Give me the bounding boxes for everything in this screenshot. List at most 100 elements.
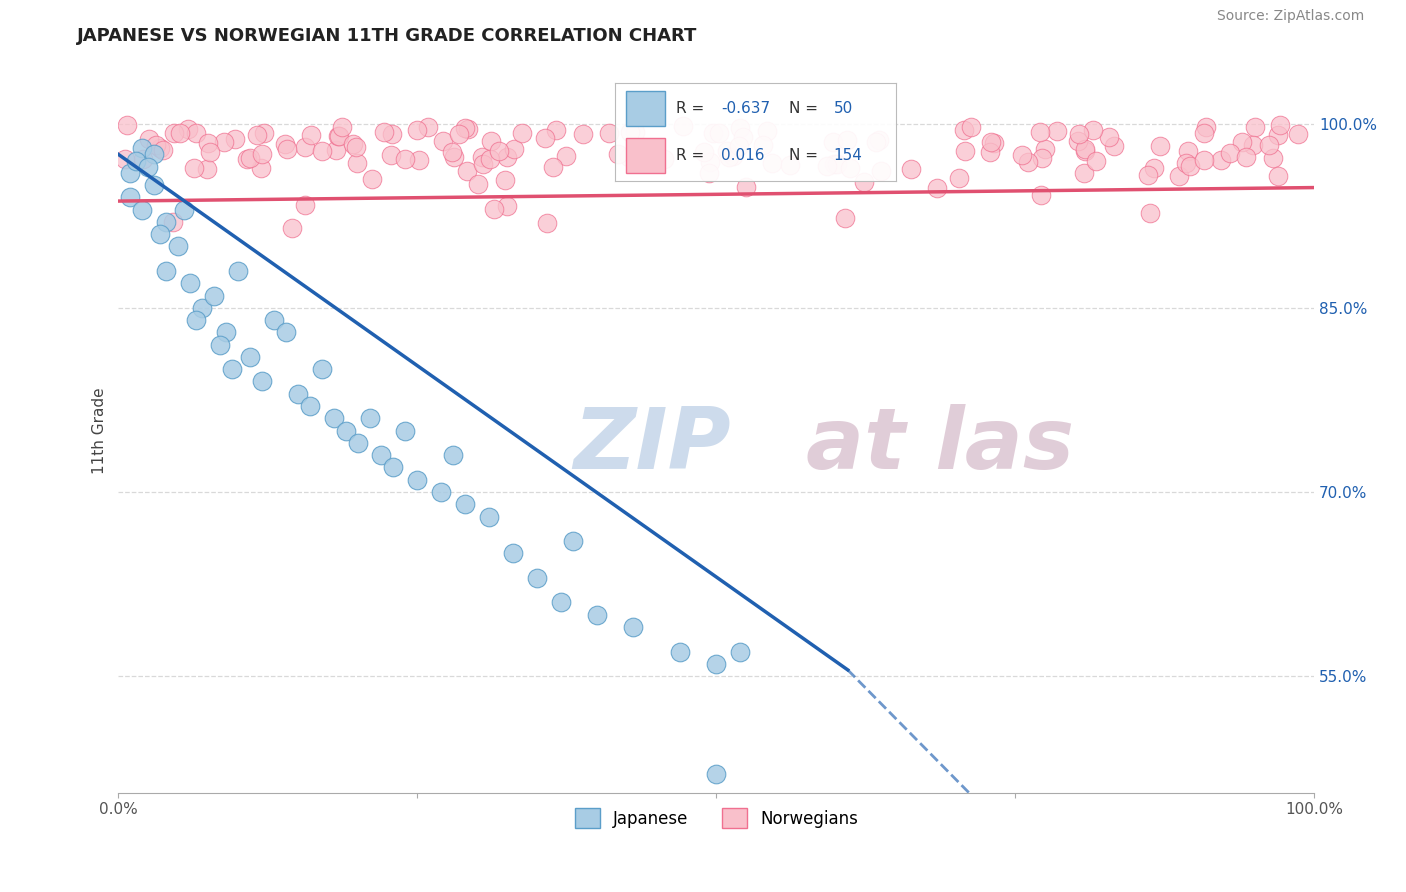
Point: [479, 152, 502, 166]
Point: [120, 166, 142, 180]
Y-axis label: 11th Grade: 11th Grade: [93, 387, 107, 474]
Point: [1195, 120, 1218, 134]
Point: [250, 146, 273, 161]
Point: [727, 139, 749, 153]
Point: [634, 148, 657, 162]
Point: [263, 313, 285, 327]
Point: [823, 135, 845, 149]
Point: [335, 424, 357, 438]
Point: [502, 546, 524, 560]
Point: [496, 150, 519, 164]
Point: [868, 133, 890, 147]
Point: [617, 150, 640, 164]
Point: [1194, 153, 1216, 167]
Point: [621, 620, 644, 634]
Point: [173, 202, 195, 217]
Point: [953, 144, 976, 158]
Point: [298, 399, 321, 413]
Point: [311, 145, 333, 159]
Point: [136, 160, 159, 174]
Point: [276, 142, 298, 156]
Point: [380, 148, 402, 162]
Point: [454, 497, 477, 511]
Point: [145, 137, 167, 152]
Point: [155, 215, 177, 229]
Point: [716, 144, 738, 158]
Point: [536, 216, 558, 230]
Point: [155, 264, 177, 278]
Point: [221, 362, 243, 376]
Point: [779, 158, 801, 172]
Point: [131, 141, 153, 155]
Point: [652, 152, 675, 166]
Point: [202, 288, 225, 302]
Point: [752, 138, 775, 153]
Point: [479, 134, 502, 148]
Point: [163, 126, 186, 140]
Point: [1270, 118, 1292, 132]
Point: [692, 145, 714, 160]
Point: [325, 144, 347, 158]
Point: [1230, 135, 1253, 149]
Point: [152, 144, 174, 158]
Point: [441, 448, 464, 462]
Point: [1192, 126, 1215, 140]
Point: [1029, 187, 1052, 202]
Point: [1074, 145, 1097, 159]
Point: [510, 126, 533, 140]
Point: [342, 136, 364, 151]
Point: [979, 145, 1001, 160]
Point: [503, 142, 526, 156]
Point: [761, 156, 783, 170]
Point: [697, 166, 720, 180]
Point: [294, 139, 316, 153]
Point: [239, 152, 262, 166]
Point: [179, 277, 201, 291]
Point: [346, 435, 368, 450]
Point: [555, 149, 578, 163]
Point: [704, 767, 727, 781]
Point: [837, 133, 859, 147]
Point: [1046, 124, 1069, 138]
Point: [416, 120, 439, 134]
Point: [1219, 145, 1241, 160]
Point: [624, 125, 647, 139]
Point: [960, 120, 983, 134]
Point: [619, 125, 641, 139]
Point: [1143, 161, 1166, 176]
Point: [167, 239, 190, 253]
Legend: Japanese, Norwegians: Japanese, Norwegians: [568, 801, 865, 835]
Point: [274, 137, 297, 152]
Point: [823, 157, 845, 171]
Point: [1209, 153, 1232, 167]
Text: ZIP: ZIP: [572, 403, 730, 486]
Point: [1029, 125, 1052, 139]
Point: [756, 124, 779, 138]
Point: [370, 448, 392, 462]
Point: [585, 607, 607, 622]
Point: [224, 132, 246, 146]
Point: [900, 162, 922, 177]
Point: [246, 128, 269, 143]
Point: [728, 120, 751, 135]
Point: [1033, 142, 1056, 156]
Point: [948, 171, 970, 186]
Point: [839, 161, 862, 175]
Point: [209, 337, 232, 351]
Point: [1085, 153, 1108, 168]
Point: [443, 150, 465, 164]
Point: [534, 131, 557, 145]
Point: [561, 534, 583, 549]
Point: [825, 157, 848, 171]
Point: [186, 313, 208, 327]
Point: [865, 135, 887, 149]
Point: [200, 145, 222, 159]
Point: [405, 122, 427, 136]
Point: [432, 134, 454, 148]
Point: [672, 119, 695, 133]
Point: [250, 161, 273, 176]
Point: [328, 129, 350, 144]
Point: [718, 150, 741, 164]
Point: [326, 129, 349, 144]
Point: [114, 153, 136, 167]
